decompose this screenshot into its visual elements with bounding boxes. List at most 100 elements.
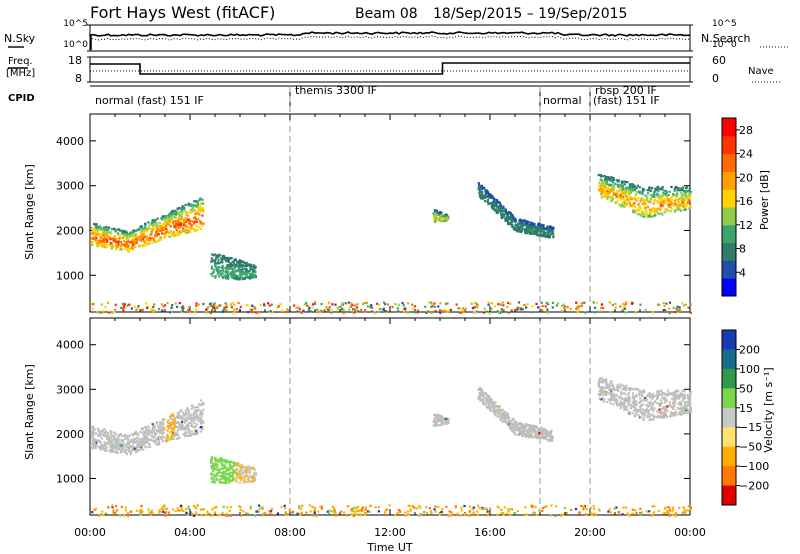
power-echo-0-660 — [196, 200, 200, 203]
power-echo-4-304 — [628, 187, 631, 190]
velocity-echo-0-429 — [147, 438, 150, 441]
velocity-echo-4-162 — [623, 404, 626, 407]
power-echo-0-558 — [188, 222, 191, 225]
power-echo-1-80 — [222, 268, 225, 271]
power-echo-4-339 — [598, 190, 601, 193]
velocity-echo-4-281 — [669, 415, 672, 418]
velocity-echo-4-534 — [657, 391, 660, 394]
power-echo-5-96 — [350, 302, 353, 305]
velocity-echo-3-213 — [482, 398, 485, 401]
power-echo-4-584 — [629, 198, 633, 201]
power-echo-4-263 — [624, 194, 628, 197]
power-echo-4-391 — [657, 201, 660, 204]
velocity-echo-0-654 — [106, 435, 109, 438]
velocity-echo-4-386 — [673, 391, 676, 394]
velocity-echo-4-496 — [612, 403, 615, 406]
velocity-echo-4-396 — [656, 390, 659, 393]
velocity-echo-0-571 — [109, 445, 112, 448]
velocity-echo-0-82 — [198, 409, 201, 412]
velocity-echo-5-54 — [273, 514, 276, 517]
power-echo-4-405 — [671, 193, 675, 196]
velocity-echo-3-448 — [497, 415, 500, 418]
velocity-echo-5-50 — [300, 507, 303, 510]
power-echo-5-336 — [499, 303, 502, 306]
power-echo-4-379 — [684, 208, 687, 212]
velocity-echo-0-668 — [154, 433, 157, 436]
power-echo-0-510 — [195, 211, 198, 215]
velocity-echo-3-429 — [525, 435, 528, 438]
velocity-echo-1-181 — [236, 475, 239, 479]
velocity-echo-0-175 — [190, 413, 193, 416]
velocity-echo-4-505 — [612, 398, 615, 402]
velocity-echo-0-426 — [201, 419, 204, 422]
velocity-echo-3-449 — [534, 432, 537, 435]
velocity-echo-3-381 — [484, 392, 487, 395]
velocity-echo-3-402 — [536, 436, 539, 439]
power-echo-5-110 — [166, 302, 169, 305]
power-echo-4-213 — [641, 187, 644, 190]
power-echo-5-177 — [430, 311, 433, 315]
velocity-echo-1-105 — [234, 463, 237, 466]
power-echo-5-213 — [150, 308, 153, 311]
power-echo-4-92 — [610, 197, 613, 200]
velocity-echo-4-366 — [688, 404, 691, 407]
power-echo-1-4 — [225, 266, 228, 269]
velocity-echo-0-648 — [134, 432, 137, 435]
power-echo-5-228 — [476, 306, 479, 309]
velocity-echo-1-42 — [245, 472, 248, 475]
power-echo-1-169 — [232, 267, 236, 270]
power-echo-5-163 — [92, 302, 96, 305]
power-echo-4-397 — [676, 205, 680, 208]
power-echo-0-132 — [103, 232, 107, 235]
power-echo-4-524 — [682, 193, 685, 197]
power-echo-4-448 — [650, 208, 653, 211]
velocity-echo-4-354 — [646, 395, 649, 398]
power-echo-0-699 — [166, 221, 169, 224]
velocity-echo-5-35 — [447, 514, 450, 518]
power-echo-5-186 — [439, 302, 442, 305]
velocity-echo-5-56 — [545, 505, 548, 508]
velocity-echo-4-514 — [687, 400, 690, 403]
velocity-echo-0-663 — [140, 444, 143, 447]
velocity-echo-0-28 — [185, 427, 188, 430]
velocity-echo-4-360 — [672, 400, 675, 403]
velocity-echo-0-225 — [190, 407, 193, 410]
power-echo-3-243 — [490, 206, 493, 209]
power-echo-1-125 — [215, 256, 218, 259]
velocity-echo-0-404 — [110, 433, 113, 437]
power-echo-3-211 — [518, 228, 521, 231]
velocity-echo-1-148 — [229, 471, 232, 474]
power-echo-4-491 — [605, 179, 608, 182]
power-echo-0-616 — [93, 222, 96, 225]
power-echo-0-109 — [185, 225, 188, 228]
velocity-echo-4-415 — [635, 410, 638, 413]
power-echo-1-153 — [245, 264, 249, 268]
velocity-echo-0-141 — [196, 417, 199, 420]
power-echo-5-274 — [473, 306, 476, 309]
velocity-echo-0-521 — [99, 448, 103, 451]
power-echo-0-528 — [123, 243, 126, 246]
velocity-echo-0-163 — [174, 420, 177, 423]
power-echo-5-315 — [212, 303, 215, 306]
power-echo-4-368 — [626, 191, 629, 194]
velocity-echo-0-139 — [126, 436, 129, 439]
velocity-echo-0-353 — [180, 415, 183, 418]
velocity-echo-4-194 — [634, 394, 637, 397]
velocity-echo-5-85 — [189, 511, 192, 514]
velocity-echo-0-104 — [124, 448, 127, 452]
power-echo-3-459 — [548, 230, 551, 233]
power-echo-0-630 — [142, 236, 145, 239]
power-echo-3-365 — [527, 227, 531, 230]
velocity-echo-3-290 — [543, 436, 546, 439]
power-echo-4-167 — [643, 213, 646, 216]
velocity-echo-5-178 — [179, 506, 182, 509]
power-echo-3-271 — [508, 211, 511, 214]
power-echo-5-192 — [202, 302, 205, 306]
power-echo-1-279 — [225, 259, 228, 262]
velocity-echo-3-385 — [515, 423, 518, 426]
power-echo-5-3 — [501, 301, 504, 304]
velocity-echo-4-541 — [683, 408, 686, 411]
power-echo-0-459 — [168, 235, 171, 238]
power-echo-0-487 — [101, 246, 105, 249]
velocity-echo-5-143 — [297, 506, 301, 510]
